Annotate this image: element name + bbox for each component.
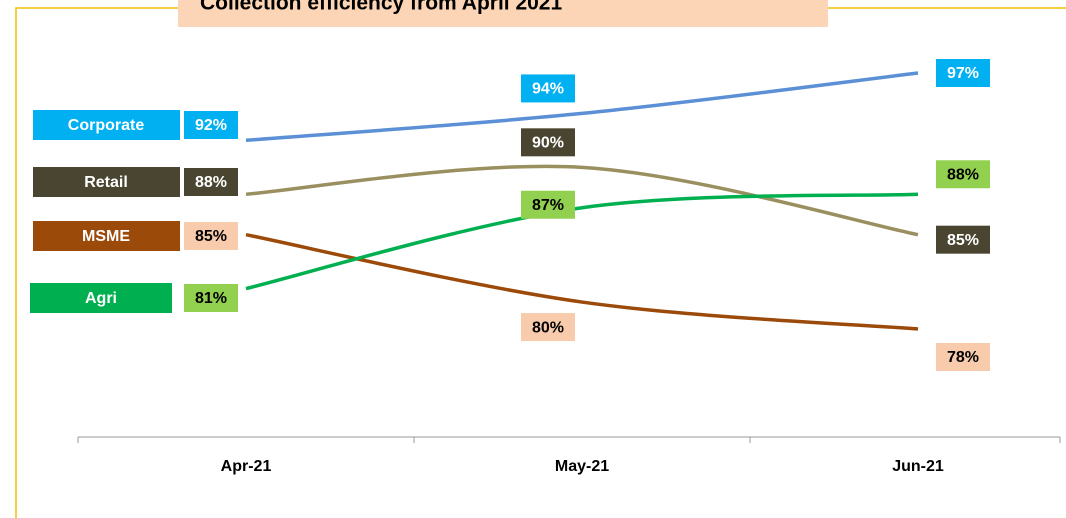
value-label: 92% (195, 117, 227, 134)
value-label-box (521, 313, 575, 342)
x-tick-label: Apr-21 (221, 458, 272, 475)
value-label-box (521, 190, 575, 219)
value-label-box (184, 284, 238, 312)
value-label-box (936, 160, 990, 189)
x-tick-label: May-21 (555, 458, 609, 475)
legend-box (33, 167, 180, 197)
value-label: 97% (947, 65, 979, 82)
value-label: 94% (532, 81, 564, 98)
legend-box (33, 110, 180, 140)
value-label: 85% (947, 232, 979, 249)
legend-box (33, 221, 180, 251)
series-line (245, 71, 919, 143)
value-label: 81% (195, 290, 227, 307)
value-label-box (184, 222, 238, 250)
legend-box (30, 283, 172, 313)
title-box (178, 0, 828, 27)
value-label: 88% (195, 174, 227, 191)
legend-label: MSME (82, 228, 130, 245)
value-label: 85% (195, 228, 227, 245)
value-label-box (521, 74, 575, 103)
chart-title: Collection efficiency from April 2021 (200, 0, 562, 15)
legend-label: Corporate (68, 117, 145, 134)
frame (15, 7, 1066, 518)
value-label: 80% (532, 319, 564, 336)
series-line (245, 164, 919, 237)
value-label-box (936, 343, 990, 371)
value-label: 87% (532, 197, 564, 214)
value-label: 78% (947, 349, 979, 366)
legend-label: Agri (85, 290, 117, 307)
series-line (245, 232, 919, 331)
value-label-box (184, 111, 238, 139)
value-label-box (936, 225, 990, 254)
value-label-box (521, 128, 575, 157)
legend-label: Retail (84, 174, 128, 191)
value-label: 88% (947, 166, 979, 183)
value-label-box (936, 59, 990, 87)
value-label-box (184, 168, 238, 196)
series-line (245, 192, 919, 291)
value-label: 90% (532, 135, 564, 152)
x-tick-label: Jun-21 (892, 458, 944, 475)
